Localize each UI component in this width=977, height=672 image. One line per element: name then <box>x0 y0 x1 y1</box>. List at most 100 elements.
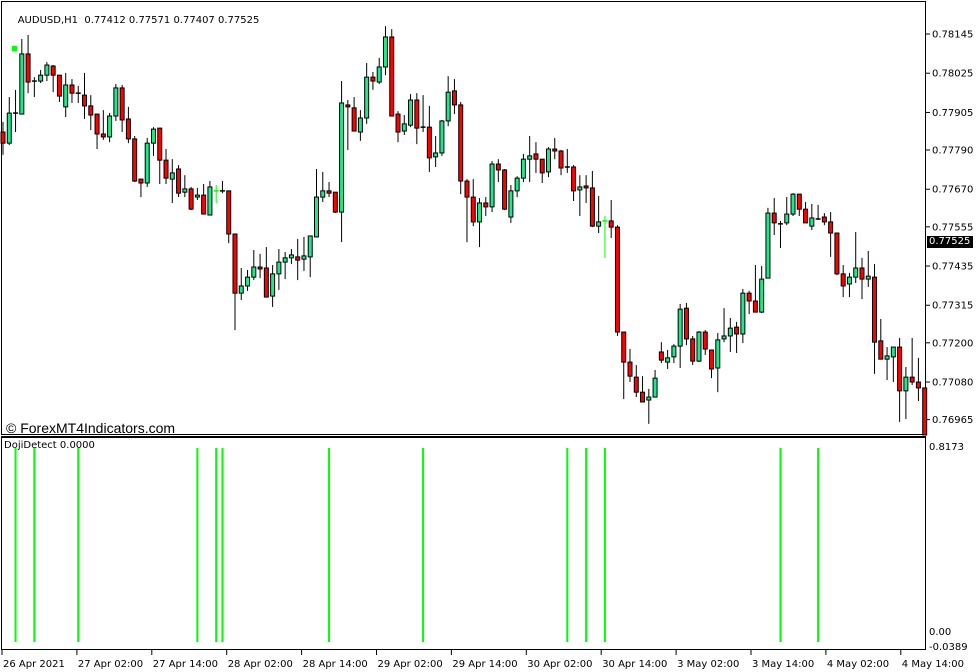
candle-body-bull <box>38 74 44 82</box>
candle <box>552 137 558 160</box>
candle <box>182 175 188 198</box>
candle <box>75 85 81 103</box>
candle-body-bear <box>69 84 75 94</box>
time-tick-label: 4 May 14:00 <box>902 659 964 670</box>
candle-body-bear <box>188 188 194 210</box>
candle <box>439 119 445 156</box>
candle <box>727 317 733 352</box>
candle <box>194 187 200 201</box>
candle-body-bear <box>458 104 464 182</box>
candle <box>119 84 125 133</box>
candle-body-bear <box>658 351 664 361</box>
price-tick-label: 0.78025 <box>932 69 973 80</box>
chart-frame <box>1 1 926 650</box>
candle <box>558 150 564 176</box>
candle-body-bull <box>865 275 871 280</box>
candle <box>477 198 483 248</box>
candle <box>213 184 219 203</box>
candle-body-bull <box>740 292 746 335</box>
candle-body-bear <box>132 138 138 182</box>
candle <box>589 170 595 228</box>
candle <box>188 186 194 211</box>
candle-body-bull <box>890 346 896 358</box>
candle <box>915 357 921 401</box>
candle-body-bull <box>809 217 815 227</box>
candle <box>458 101 464 195</box>
candle <box>56 74 62 102</box>
candle-body-bear <box>370 76 376 82</box>
candle <box>533 142 539 173</box>
candle-body-bull <box>665 357 671 363</box>
candle-body-bear <box>82 94 88 107</box>
candles <box>0 26 928 436</box>
candle <box>138 178 144 198</box>
candle <box>420 95 426 133</box>
candle <box>207 181 213 216</box>
candle <box>596 196 602 234</box>
candle-body-bull <box>577 186 583 191</box>
candle <box>696 331 702 363</box>
candle-body-bear <box>702 331 708 350</box>
candle-body-bull <box>646 396 652 401</box>
candle-body-bear <box>872 276 878 343</box>
candle <box>282 251 288 280</box>
candle <box>520 153 526 183</box>
candle-body-bear <box>608 220 614 228</box>
candle <box>445 76 451 127</box>
candle <box>577 175 583 217</box>
candle <box>909 337 915 385</box>
candle-body-bear <box>395 113 401 133</box>
time-tick-label: 3 May 02:00 <box>677 659 739 670</box>
time-tick-label: 30 Apr 14:00 <box>602 659 667 670</box>
candle-body-bear <box>746 292 752 302</box>
candle-body-bear <box>295 256 301 261</box>
candle <box>113 84 119 121</box>
candle-body-bear <box>589 187 595 227</box>
candle <box>809 203 815 231</box>
candle <box>19 38 25 115</box>
candle-body-bear <box>552 148 558 152</box>
candle-body-bull <box>759 278 765 313</box>
candle <box>746 290 752 315</box>
candle-body-bull <box>182 188 188 193</box>
candle-body-bear <box>771 212 777 224</box>
candle-body-bull <box>514 177 520 192</box>
candle-body-bear <box>426 126 432 159</box>
candle <box>621 331 627 400</box>
candle-body-bull <box>44 64 50 76</box>
candle-body-bear <box>326 190 332 194</box>
candle <box>169 159 175 203</box>
time-tick-label: 29 Apr 02:00 <box>378 659 443 670</box>
candle-body-bear <box>571 166 577 192</box>
candle-body-bear <box>88 105 94 116</box>
price-tick-label: 0.77200 <box>932 338 973 349</box>
candle <box>44 62 50 82</box>
candle-body-bear <box>878 340 884 360</box>
candle <box>270 265 276 307</box>
time-tick-label: 4 May 02:00 <box>827 659 889 670</box>
candle-body-bear <box>533 153 539 160</box>
price-tick-label: 0.77315 <box>932 301 973 312</box>
candle <box>408 94 414 128</box>
candle <box>345 100 351 151</box>
candle-body-bear <box>683 307 689 340</box>
candle-body-bull <box>270 273 276 297</box>
candle <box>502 168 508 211</box>
candle <box>251 250 257 281</box>
candle-body-bull <box>19 53 25 115</box>
candle-body-bull <box>364 76 370 119</box>
candle-body-bull <box>63 84 69 108</box>
candle <box>125 106 131 144</box>
candle-body-bull <box>382 36 388 68</box>
candle-body-bull <box>282 257 288 263</box>
candle <box>640 376 646 403</box>
candle-body-bear <box>483 202 489 208</box>
candle-body-bull <box>784 213 790 224</box>
candle <box>646 388 652 424</box>
candle <box>433 135 439 168</box>
candle <box>709 349 715 379</box>
candle-body-bull <box>150 128 156 144</box>
candle-body-bear <box>633 376 639 393</box>
candle-body-bear <box>332 191 338 213</box>
